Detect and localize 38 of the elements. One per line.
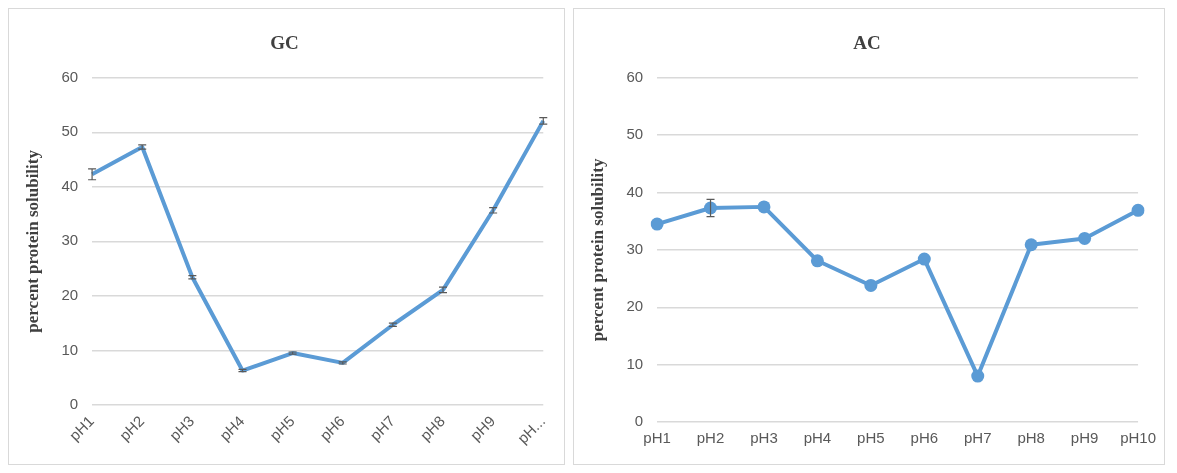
y-tick-label: 20: [626, 297, 644, 315]
y-tick-label: 30: [626, 240, 644, 258]
point: [1024, 238, 1038, 252]
y-tick-label: 0: [634, 412, 644, 430]
x-tick-label: pH9: [1070, 429, 1099, 447]
y-tick-label: 10: [61, 340, 79, 358]
point: [1078, 231, 1092, 245]
y-tick-label: 50: [626, 125, 644, 143]
y-tick-label: 0: [69, 395, 79, 413]
point: [1131, 203, 1145, 217]
point: [917, 252, 931, 266]
x-tick-label: pH1: [643, 429, 671, 447]
y-axis-title: percent protein solubility: [22, 149, 42, 333]
x-tick-label: pH4: [803, 429, 832, 447]
y-tick-label: 40: [626, 182, 644, 200]
x-tick-label: pH2: [696, 429, 725, 447]
chart-title: AC: [853, 32, 881, 54]
y-tick-label: 20: [61, 285, 79, 303]
y-tick-label: 60: [626, 67, 644, 85]
x-tick-label: pH7: [963, 429, 992, 447]
point: [757, 200, 771, 214]
x-tick-label: pH...: [513, 412, 549, 447]
point: [810, 254, 824, 268]
x-tick-label: pH3: [750, 429, 778, 447]
chart-title: GC: [270, 32, 299, 54]
y-axis-title: percent protein solubility: [587, 158, 607, 342]
y-tick-label: 30: [61, 231, 79, 249]
y-tick-label: 50: [61, 122, 79, 140]
y-tick-label: 40: [61, 176, 79, 194]
point: [650, 217, 664, 231]
y-tick-label: 60: [61, 67, 79, 85]
x-tick-label: pH6: [910, 429, 939, 447]
x-tick-label: pH8: [1017, 429, 1045, 447]
point: [864, 278, 878, 292]
y-tick-label: 10: [626, 354, 644, 372]
x-tick-label: pH5: [857, 429, 885, 447]
x-tick-label: pH10: [1120, 429, 1156, 447]
point: [971, 369, 985, 383]
